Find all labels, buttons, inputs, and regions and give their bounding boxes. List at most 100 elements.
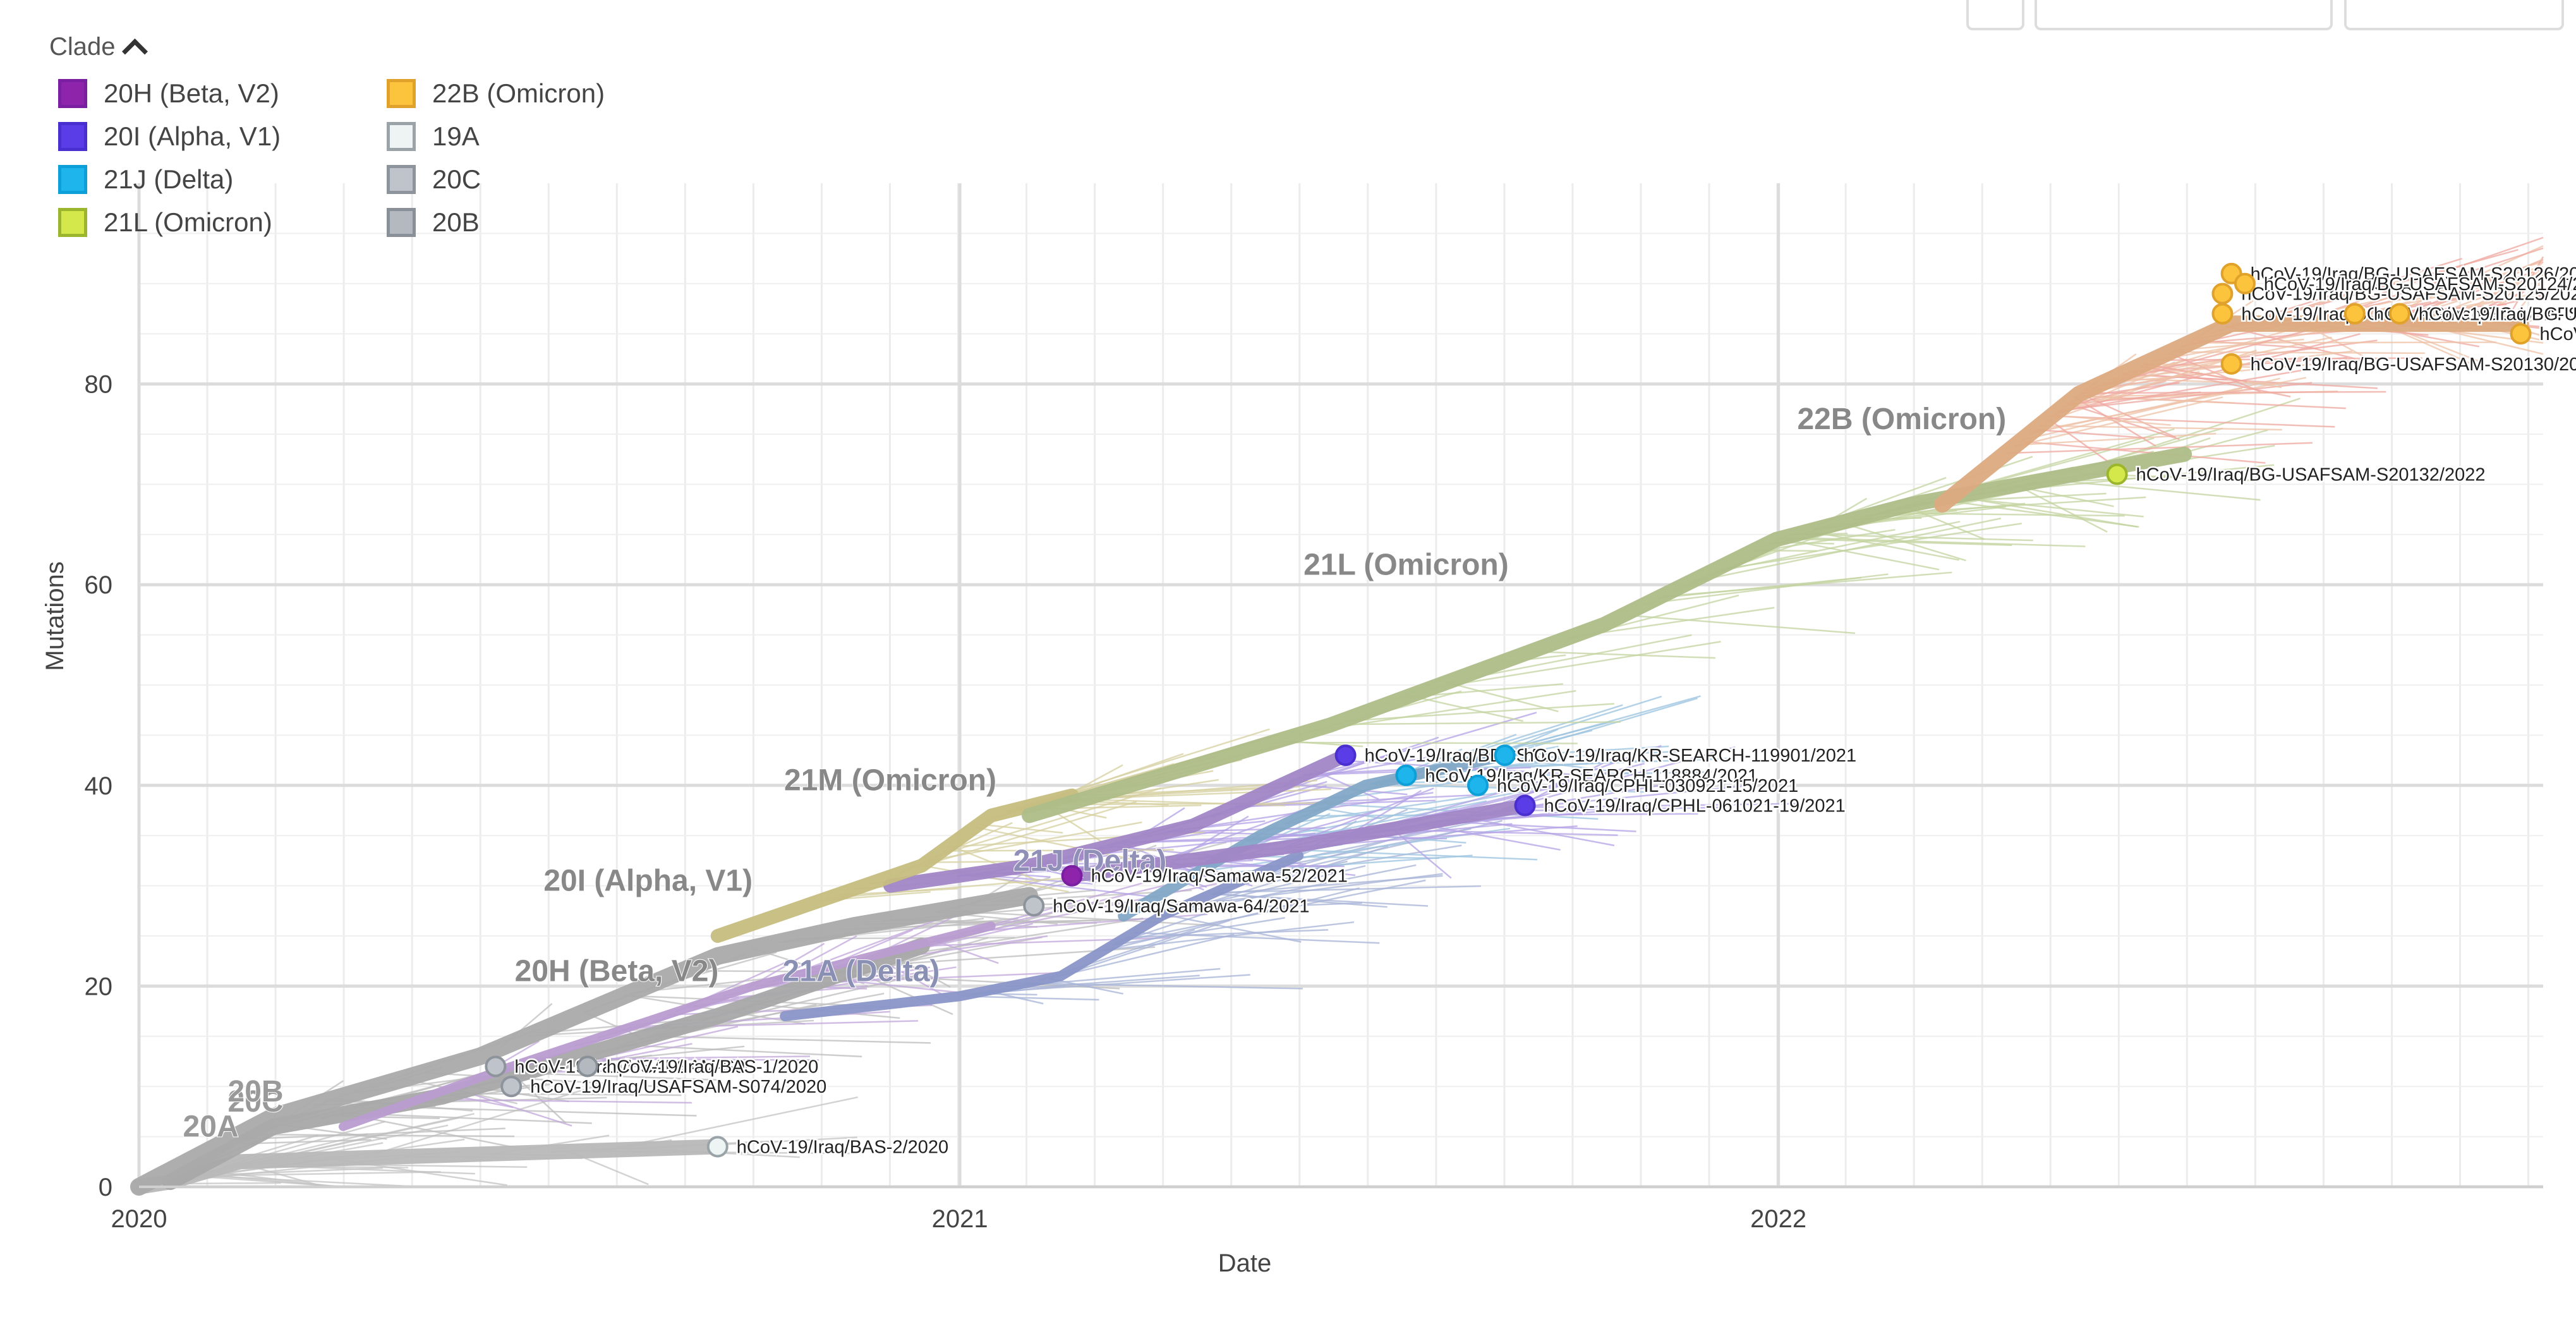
legend-item[interactable]: 20B [387,207,652,238]
tip-label: hCoV-19/Iraq/BG-USAFSAM-S20125/2022 [2241,284,2576,305]
tip-label: hCoV-19/Iraq/BG-USAFSAM-S20130/2022 [2251,355,2576,375]
branch-line [2139,365,2291,398]
branch-line [1133,932,1380,944]
legend-item[interactable]: 20C [387,164,652,195]
trend-line [883,748,1353,893]
legend-item[interactable]: 20I (Alpha, V1) [58,121,387,152]
branch-line [1872,496,2146,516]
branch-line [1503,697,1698,756]
branch-line [979,823,1063,834]
legend-label: 21L (Omicron) [104,207,272,237]
branch-line [1400,771,1712,779]
tip-label: hCoV-19/Iraq/BG-USAFSAM-S20132/2022 [2136,465,2486,485]
legend-item[interactable]: 22B (Omicron) [387,78,652,109]
tip-point [1494,744,1516,767]
branch-line [943,909,1219,926]
branch-line [522,1072,721,1081]
legend-header[interactable]: Clade [49,33,148,65]
branch-line [1461,816,1615,847]
branch-line [1512,803,1799,809]
branch-line [1025,982,1303,990]
toolbar-button-3[interactable] [2344,0,2564,30]
trend-line [1933,315,2529,513]
branch-line [1211,875,1443,895]
x-tick-label: 2021 [932,1205,988,1233]
tip-point [576,1055,598,1077]
branch-line [1501,746,1736,811]
legend-item[interactable]: 20H (Beta, V2) [58,78,387,109]
branch-line [2035,428,2146,439]
branch-line [193,1174,420,1188]
y-tick-label: 0 [99,1174,112,1201]
clade-label: 21L (Omicron) [1303,548,1509,581]
trend-line [1118,750,1511,922]
clade-label: 20I (Alpha, V1) [543,865,753,898]
branch-line [2477,261,2544,325]
legend-label: 22B (Omicron) [432,78,605,108]
tip-label: hCoV-19/Iraq/BG-USAFSAM-S20128/2022 [2419,304,2576,324]
toolbar-button-1[interactable] [1966,0,2024,30]
tip-point [500,1076,523,1098]
tip-point [2388,303,2410,325]
tip-point [1061,865,1083,887]
legend-item[interactable]: 21J (Delta) [58,164,387,195]
tip-label: hCoV-19/Iraq/USAFSAM-S074/2020 [530,1077,826,1097]
tip-label: hCoV-19/Iraq/Samawa-52/2021 [1091,866,1348,887]
branch-line [1937,499,2139,528]
branch-line [648,1035,931,1044]
branch-line [2056,365,2325,413]
legend-item[interactable]: 21L (Omicron) [58,207,387,238]
trend-line [162,937,930,1191]
legend: 20H (Beta, V2) 22B (Omicron) 20I (Alpha, V… [58,78,652,238]
chevron-up-icon[interactable] [121,38,148,65]
branch-line [2170,351,2425,355]
branch-line [241,1139,372,1145]
legend-swatch [387,122,416,151]
branch-line [941,849,1174,852]
trend-line [710,788,1079,943]
tip-point [1467,774,1489,796]
legend-item[interactable]: 19A [387,121,652,152]
tip-label: hCoV-19/Iraq/BAS-1/2020 [607,1057,818,1077]
legend-swatch [387,208,416,237]
branch-line [2014,396,2223,447]
y-tick-label: 60 [85,571,113,599]
tip-point [2220,353,2242,375]
branch-line [1410,695,1523,722]
branch-line [1332,721,1621,725]
branch-line [423,1072,689,1089]
branch-line [949,844,1038,882]
trend-line [780,851,1304,1021]
branch-line [190,1171,441,1177]
branch-line [250,1127,505,1140]
y-tick-label: 40 [85,772,113,800]
trend-line [130,887,1039,1196]
tip-point [2510,323,2532,345]
branch-line [1211,893,1429,907]
tip-label: hCoV-19/Iraq/BG-USAFSAM-S20124/2022 [2264,274,2576,294]
branch-line [1125,929,1329,938]
branch-line [890,917,1144,958]
tip-label: hCoV [2540,324,2576,344]
branch-line [1272,741,1578,744]
x-axis-label: Date [1218,1249,1272,1277]
y-axis-label: Mutations [41,561,69,671]
tip-point [706,1136,729,1158]
branch-line [1118,879,1426,943]
clade-label: 20C [228,1085,284,1119]
branch-line [2249,248,2519,325]
legend-swatch [58,208,87,237]
toolbar-button-2[interactable] [2035,0,2333,30]
tip-label: hCoV-19/Iraq/KR-SEARCH-119901/2021 [1524,746,1857,766]
tip-point [2343,303,2366,325]
branch-line [1156,845,1389,919]
tip-label: hCoV-19/Iraq/CPHL-061021-19/2021 [1544,796,1846,816]
branch-line [2394,258,2544,325]
legend-label: 21J (Delta) [104,164,234,194]
clade-label: 20H (Beta, V2) [515,954,719,988]
y-tick-label: 80 [85,371,113,399]
legend-label: 19A [432,121,480,151]
x-tick-label: 2020 [111,1205,167,1233]
